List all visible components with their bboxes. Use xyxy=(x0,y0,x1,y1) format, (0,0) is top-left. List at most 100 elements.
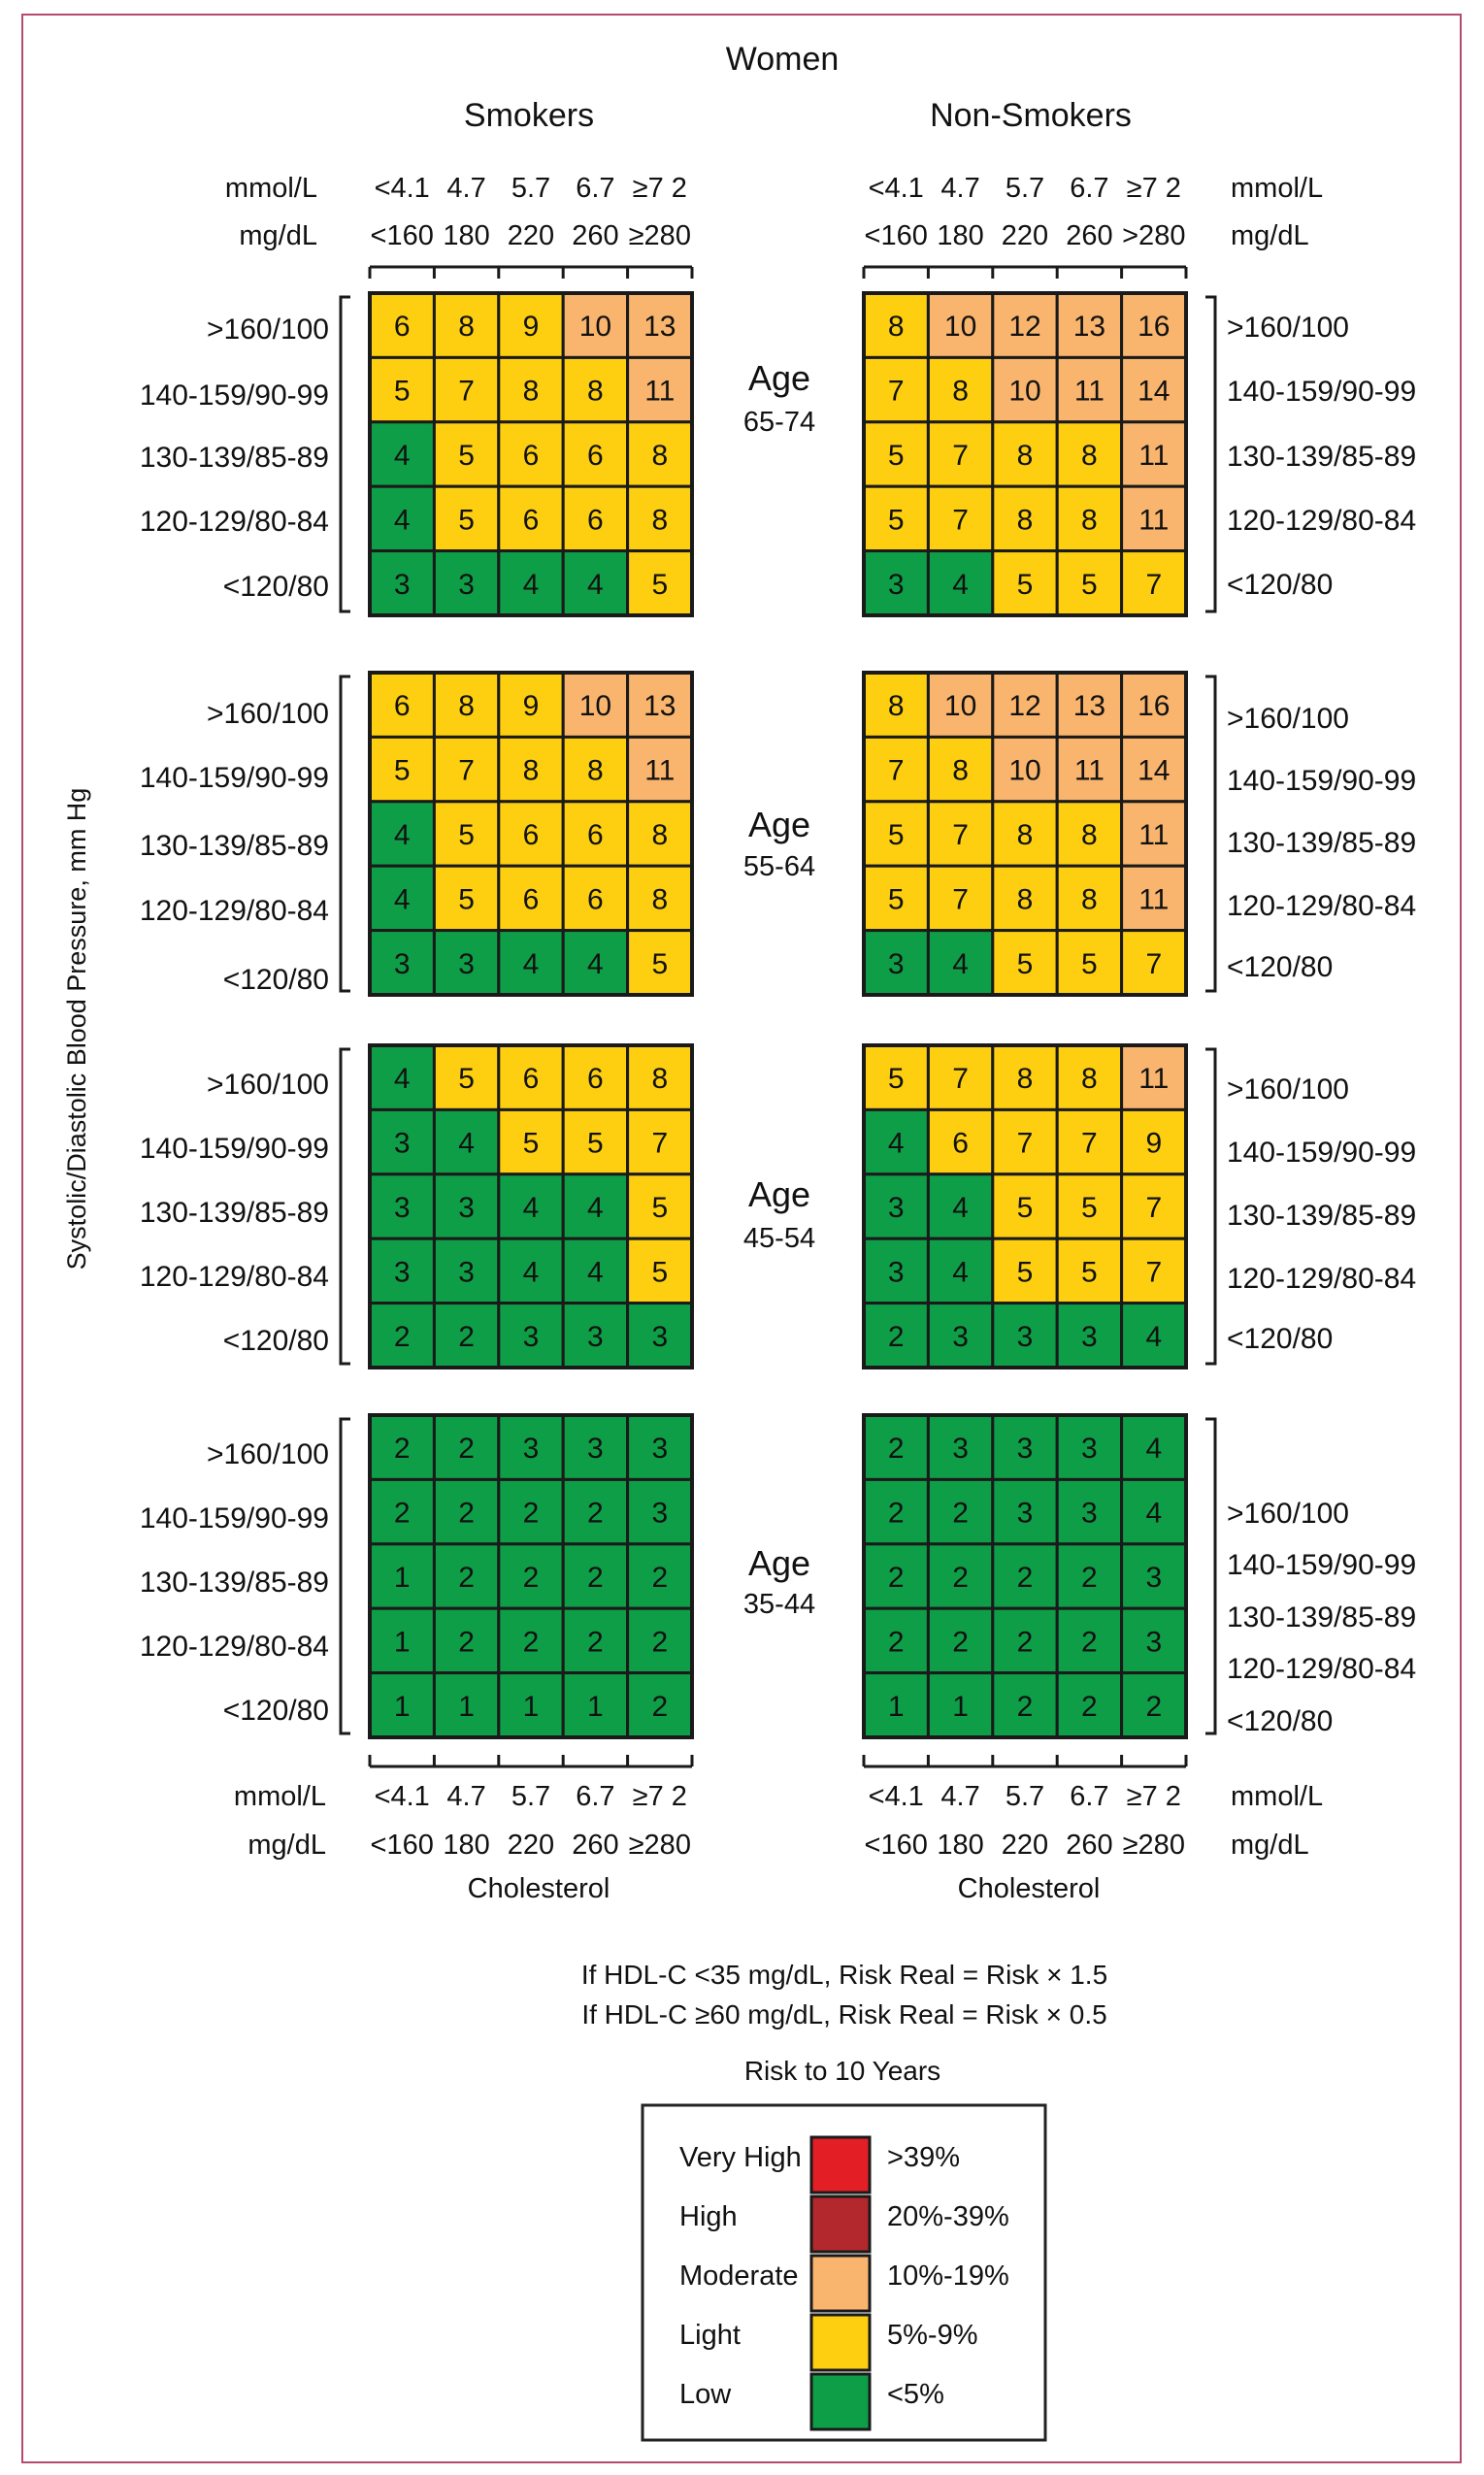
risk-cell xyxy=(626,1606,694,1675)
mgdl-tick-label: <160 xyxy=(371,1830,434,1861)
risk-cell xyxy=(497,549,565,617)
risk-value: 5 xyxy=(1081,1192,1098,1224)
top-axis-non-smokers: <4.1 <160 4.7 180 5.7 220 6.7 260 ≥7 2 >280 xyxy=(862,173,1188,279)
risk-value: 7 xyxy=(1081,1128,1098,1160)
mmol-tick-label: 4.7 xyxy=(446,1781,485,1812)
x-axis-label-non-smokers: Cholesterol xyxy=(958,1873,1101,1904)
risk-value: 3 xyxy=(1081,1498,1098,1530)
risk-cell xyxy=(561,1606,630,1675)
legend-swatch-light xyxy=(809,2313,872,2372)
risk-value: 5 xyxy=(1017,569,1034,601)
bp-label-130-139-85-89: 130-139/85-89 xyxy=(1227,1200,1416,1232)
risk-value: 10 xyxy=(579,311,611,343)
mgdl-tick-label: <160 xyxy=(371,220,434,251)
bp-label-140-159-90-99: 140-159/90-99 xyxy=(1227,765,1416,797)
grid-border xyxy=(862,291,1188,617)
risk-value: 8 xyxy=(1081,883,1098,915)
risk-value: 10 xyxy=(579,690,611,722)
risk-value: 6 xyxy=(523,883,540,915)
risk-value: 8 xyxy=(523,755,540,787)
risk-cell xyxy=(432,1413,501,1481)
mmol-tick-label: 4.7 xyxy=(446,173,485,204)
risk-value: 5 xyxy=(458,504,475,536)
bp-label-120-129-80-84: 120-129/80-84 xyxy=(1227,1653,1416,1685)
cholesterol-axes: <4.1 <160 4.7 180 5.7 220 6.7 260 ≥7 2 ≥280 <4.1 <1… xyxy=(368,173,1188,1861)
mgdl-tick-label: ≥280 xyxy=(1123,1830,1185,1861)
risk-value: 11 xyxy=(1074,376,1105,408)
risk-value: 11 xyxy=(1074,755,1105,787)
bp-label-120-129-80-84: 120-129/80-84 xyxy=(140,1631,329,1663)
risk-value: 8 xyxy=(952,376,969,408)
bp-label-120-80: <120/80 xyxy=(1227,951,1333,983)
bp-label-160-100: >160/100 xyxy=(1227,703,1349,735)
figure-frame xyxy=(21,14,1462,2463)
risk-value: 5 xyxy=(1017,948,1034,980)
grid-non-smokers-35-44: 2 3 3 3 4 2 2 3 3 4 2 2 2 2 3 2 2 2 2 3 1 1 2 2 2 >160/100 140-159… xyxy=(862,1413,1416,1739)
risk-value: 8 xyxy=(651,440,668,472)
risk-cell xyxy=(1055,1671,1124,1739)
risk-value: 11 xyxy=(1138,883,1169,915)
grid-smokers-65-74: 6 8 9 10 13 5 7 8 8 11 4 5 6 6 8 4 5 6 6 8 3 3 4 4 5 >160/100 140-… xyxy=(140,291,694,617)
bp-label-140-159-90-99: 140-159/90-99 xyxy=(1227,1137,1416,1169)
risk-cell xyxy=(1055,549,1124,617)
risk-value: 11 xyxy=(1138,1063,1169,1095)
risk-cell xyxy=(561,1477,630,1546)
risk-value: 7 xyxy=(1145,1192,1162,1224)
mgdl-tick-label: 180 xyxy=(937,220,983,251)
risk-value: 5 xyxy=(458,440,475,472)
risk-value: 7 xyxy=(1145,948,1162,980)
risk-value: 7 xyxy=(1145,1256,1162,1288)
risk-value: 6 xyxy=(587,819,604,851)
risk-value: 8 xyxy=(651,883,668,915)
risk-value: 3 xyxy=(394,1192,411,1224)
mmol-tick-label: <4.1 xyxy=(869,173,924,204)
risk-cell xyxy=(926,1606,995,1675)
risk-value: 8 xyxy=(651,819,668,851)
x-axis-label-smokers: Cholesterol xyxy=(468,1873,610,1904)
risk-value: 2 xyxy=(587,1498,604,1530)
non-smokers-title: Non-Smokers xyxy=(930,97,1132,134)
risk-value: 8 xyxy=(587,376,604,408)
risk-value: 2 xyxy=(651,1562,668,1594)
legend-range-low: <5% xyxy=(887,2379,944,2410)
bp-label-160-100: >160/100 xyxy=(207,1069,329,1101)
mgdl-tick-label: 260 xyxy=(572,220,618,251)
risk-cell xyxy=(561,929,630,997)
bp-label-140-159-90-99: 140-159/90-99 xyxy=(140,1133,329,1165)
risk-value: 7 xyxy=(458,376,475,408)
risk-value: 2 xyxy=(1017,1626,1034,1658)
mgdl-tick-label: 260 xyxy=(1066,220,1112,251)
risk-cell xyxy=(432,864,501,933)
risk-value: 1 xyxy=(587,1691,604,1723)
risk-cell xyxy=(1055,864,1124,933)
bp-label-130-139-85-89: 130-139/85-89 xyxy=(140,442,329,474)
risk-value: 7 xyxy=(458,755,475,787)
risk-cell xyxy=(497,1671,565,1739)
risk-cell xyxy=(626,1671,694,1739)
grid-border xyxy=(862,1043,1188,1370)
bp-label-120-129-80-84: 120-129/80-84 xyxy=(1227,890,1416,922)
risk-value: 8 xyxy=(1017,504,1034,536)
risk-value: 8 xyxy=(888,690,905,722)
risk-value: 4 xyxy=(523,1192,540,1224)
legend-range-light: 5%-9% xyxy=(887,2320,978,2351)
mmol-tick-label: 4.7 xyxy=(940,173,979,204)
risk-value: 16 xyxy=(1138,690,1170,722)
risk-value: 6 xyxy=(587,440,604,472)
risk-cell xyxy=(626,929,694,997)
risk-cell xyxy=(497,929,565,997)
bp-label-140-159-90-99: 140-159/90-99 xyxy=(1227,1549,1416,1581)
risk-cell xyxy=(1120,549,1188,617)
bp-bracket xyxy=(339,1417,350,1735)
risk-cell xyxy=(1120,929,1188,997)
risk-cell xyxy=(991,735,1059,804)
risk-value: 5 xyxy=(394,376,411,408)
risk-value: 4 xyxy=(952,1256,969,1288)
bp-bracket xyxy=(339,675,350,993)
risk-value: 5 xyxy=(458,1063,475,1095)
unit-mgdl-top-left: mg/dL xyxy=(239,220,317,251)
risk-value: 11 xyxy=(1138,440,1169,472)
risk-value: 8 xyxy=(587,755,604,787)
grid-smokers-55-64: 6 8 9 10 13 5 7 8 8 11 4 5 6 6 8 4 5 6 6 8 3 3 4 4 5 >160/100 140-… xyxy=(140,671,694,997)
